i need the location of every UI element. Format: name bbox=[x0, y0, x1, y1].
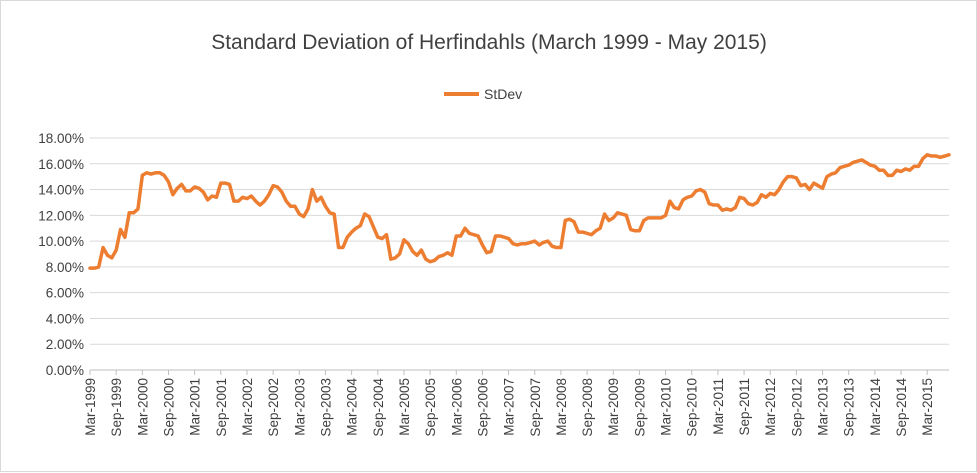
y-tick-label: 18.00% bbox=[38, 131, 84, 146]
y-tick-label: 14.00% bbox=[38, 183, 84, 198]
x-tick-label: Mar-2010 bbox=[659, 378, 674, 436]
series-line-stdev bbox=[88, 153, 951, 270]
x-tick-label: Sep-2009 bbox=[632, 378, 647, 437]
y-tick-label: 6.00% bbox=[46, 286, 84, 301]
x-tick-label: Sep-2001 bbox=[214, 378, 229, 437]
y-tick-label: 10.00% bbox=[38, 234, 84, 249]
x-tick-label: Mar-2012 bbox=[763, 378, 778, 436]
x-tick-label: Sep-2002 bbox=[266, 378, 281, 437]
x-tick-label: Sep-2008 bbox=[580, 378, 595, 437]
x-tick-label: Sep-2005 bbox=[423, 378, 438, 437]
x-tick-label: Mar-2014 bbox=[868, 378, 883, 436]
x-tick-label: Mar-2002 bbox=[240, 378, 255, 436]
x-tick-label: Mar-1999 bbox=[83, 378, 98, 436]
x-tick-label: Mar-2013 bbox=[816, 378, 831, 436]
y-tick-label: 4.00% bbox=[46, 311, 84, 326]
gridlines bbox=[90, 137, 949, 371]
y-tick-label: 2.00% bbox=[46, 337, 84, 352]
y-tick-label: 0.00% bbox=[46, 363, 84, 378]
x-tick-label: Mar-2006 bbox=[449, 378, 464, 436]
x-tick-label: Mar-2015 bbox=[920, 378, 935, 436]
y-axis-tick-labels: 0.00% 2.00% 4.00% 6.00% 8.00% 10.00% 12.00% 14.… bbox=[38, 131, 84, 378]
x-tick-label: Sep-2014 bbox=[894, 378, 909, 437]
y-tick-label: 12.00% bbox=[38, 208, 84, 223]
x-tick-label: Mar-2000 bbox=[135, 378, 150, 436]
chart-title: Standard Deviation of Herfindahls (March… bbox=[211, 31, 767, 54]
x-tick-label: Sep-2006 bbox=[475, 378, 490, 437]
x-tick-label: Sep-2004 bbox=[371, 378, 386, 437]
x-tick-label: Sep-2013 bbox=[842, 378, 857, 437]
x-tick-label: Mar-2007 bbox=[502, 378, 517, 436]
x-tick-label: Sep-2007 bbox=[528, 378, 543, 437]
x-tick-label: Mar-2004 bbox=[345, 378, 360, 436]
x-tick-label: Mar-2008 bbox=[554, 378, 569, 436]
x-tick-label: Mar-2011 bbox=[711, 378, 726, 435]
x-tick-label: Mar-2001 bbox=[188, 378, 203, 436]
x-tick-label: Sep-1999 bbox=[109, 378, 124, 437]
x-tick-label: Sep-2011 bbox=[737, 378, 752, 436]
legend-label-stdev: StDev bbox=[484, 86, 522, 102]
y-tick-label: 16.00% bbox=[38, 157, 84, 172]
x-tick-label: Mar-2005 bbox=[397, 378, 412, 436]
x-tick-label: Mar-2003 bbox=[292, 378, 307, 436]
x-tick-label: Mar-2009 bbox=[606, 378, 621, 436]
x-tick-label: Sep-2000 bbox=[161, 378, 176, 437]
series-stdev bbox=[88, 153, 951, 270]
x-tick-label: Sep-2012 bbox=[789, 378, 804, 437]
x-axis-tick-labels: Mar-1999 Sep-1999 Mar-2000 Sep-2000 Mar-2001… bbox=[83, 370, 935, 437]
legend: StDev bbox=[444, 86, 522, 102]
y-tick-label: 8.00% bbox=[46, 260, 84, 275]
x-tick-label: Sep-2010 bbox=[685, 378, 700, 437]
x-tick-label: Sep-2003 bbox=[318, 378, 333, 437]
